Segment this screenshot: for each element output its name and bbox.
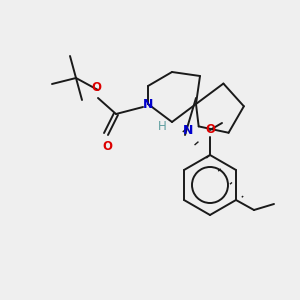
Text: H: H [158,121,166,134]
Text: N: N [143,98,153,110]
Text: N: N [183,124,193,137]
Text: O: O [205,123,215,136]
Text: O: O [91,81,101,94]
Text: O: O [102,140,112,153]
